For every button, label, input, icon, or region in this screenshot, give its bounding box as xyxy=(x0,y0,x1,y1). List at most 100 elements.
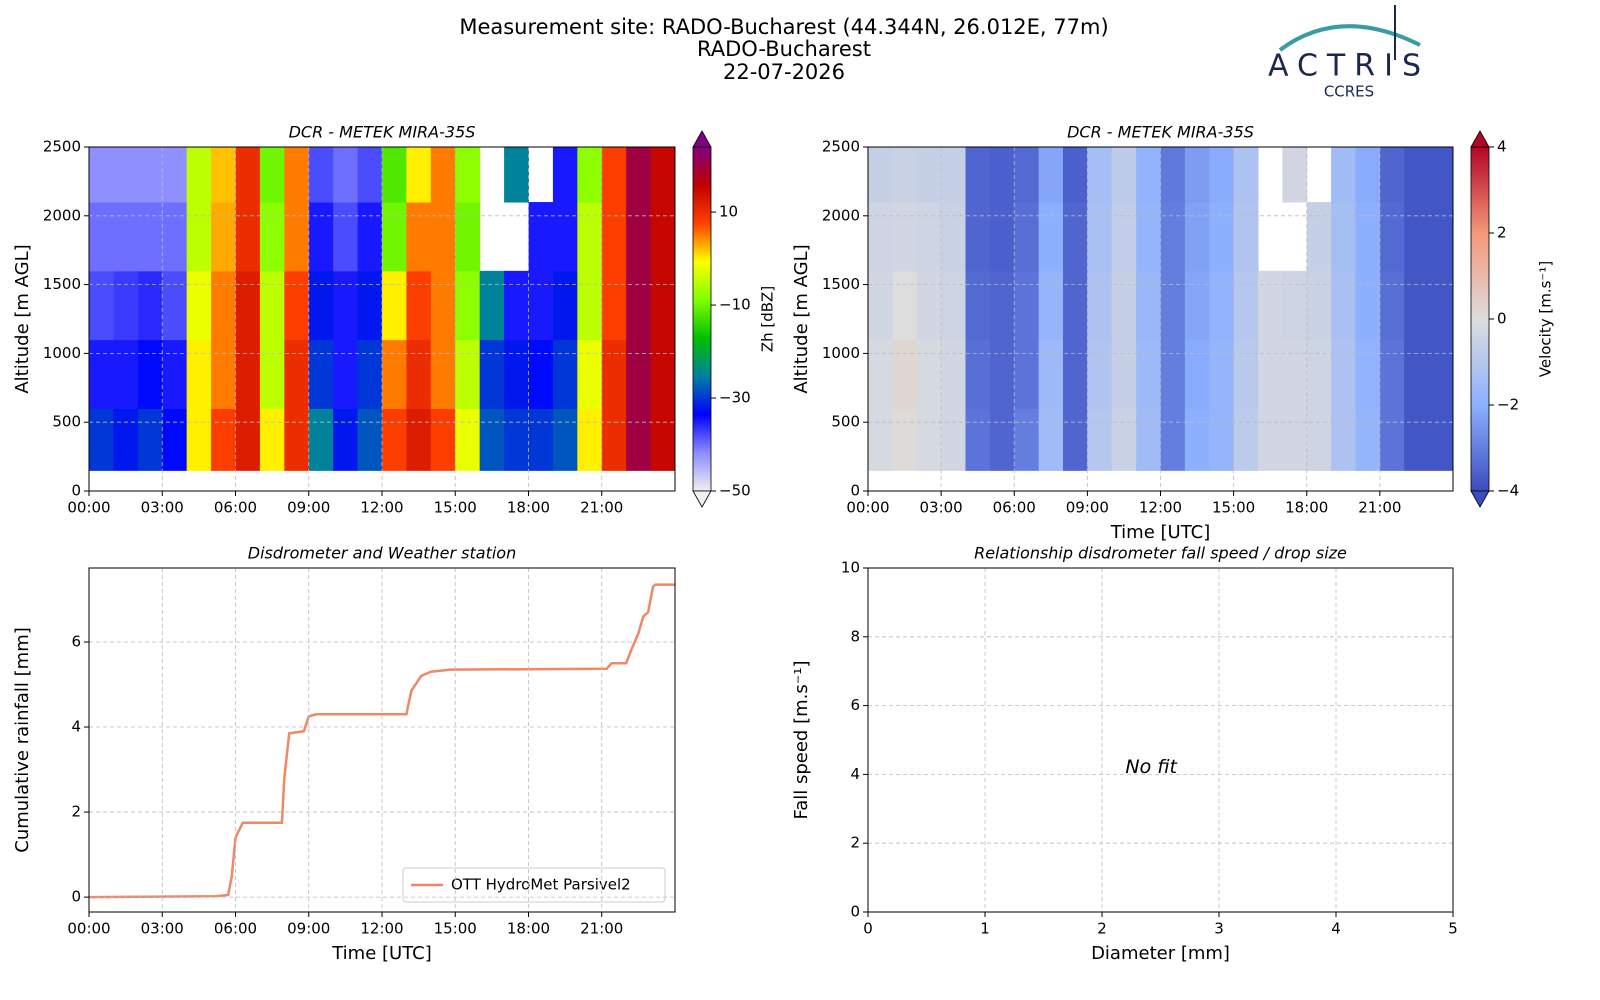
heat-cell xyxy=(259,202,285,272)
y-tick-label: 0 xyxy=(850,482,860,500)
heat-cell xyxy=(577,408,603,471)
colorbar-tick-label: −10 xyxy=(719,296,751,314)
line xyxy=(88,583,675,899)
x-tick-label: 06:00 xyxy=(214,920,257,938)
heat-cell xyxy=(1209,270,1235,341)
heat-cell xyxy=(284,339,310,409)
y-tick-label: 4 xyxy=(850,765,860,783)
heat-cell xyxy=(430,202,456,272)
heat-cell xyxy=(1111,270,1137,341)
heat-cell xyxy=(1306,408,1332,471)
heat-cell xyxy=(333,339,359,409)
heat-cell xyxy=(989,202,1015,272)
colorbar-label: Velocity [m.s⁻¹] xyxy=(1537,261,1555,377)
heat-cell xyxy=(259,339,285,409)
heat-cell xyxy=(1111,202,1137,272)
heat-cell xyxy=(1282,408,1308,471)
heat-cell xyxy=(1306,339,1332,409)
heat-cell xyxy=(186,270,212,341)
x-tick-label: 12:00 xyxy=(360,499,403,517)
colorbar-tick-label: −4 xyxy=(1497,482,1519,500)
heat-cell xyxy=(186,147,212,203)
heat-cell xyxy=(1258,408,1283,471)
heat-cell xyxy=(430,147,456,203)
y-axis-label: Fall speed [m.s⁻¹] xyxy=(791,661,812,820)
heat-cell xyxy=(1331,408,1356,471)
x-axis-label: Time [UTC] xyxy=(1110,522,1211,543)
heat-cell xyxy=(1233,408,1259,471)
heat-cell xyxy=(113,202,139,272)
x-tick-label: 5 xyxy=(1448,920,1458,938)
heat-cell xyxy=(1111,339,1137,409)
heat-cell xyxy=(308,408,334,471)
heat-cell xyxy=(916,270,942,341)
heat-cell xyxy=(528,408,554,471)
heat-cell xyxy=(333,408,359,471)
heat-cell xyxy=(406,339,432,409)
heat-cell xyxy=(284,270,310,341)
colorbar-tick-label: 4 xyxy=(1497,138,1507,156)
heat-cell xyxy=(1087,202,1113,272)
heat-cell xyxy=(162,147,188,203)
heat-cell xyxy=(1136,202,1161,272)
heat-cell xyxy=(382,202,407,272)
heat-cell xyxy=(382,147,407,203)
heat-cell xyxy=(941,147,966,203)
heat-cell xyxy=(1404,270,1430,341)
logo-arc xyxy=(1278,24,1421,52)
heat-cell xyxy=(137,147,163,203)
y-tick-label: 0 xyxy=(850,903,860,921)
heat-cell xyxy=(284,408,310,471)
heat-cell xyxy=(382,339,407,409)
heat-cell xyxy=(1184,408,1210,471)
heat-cell xyxy=(137,270,163,341)
heat-cell xyxy=(284,202,310,272)
legend-box xyxy=(402,867,666,903)
heat-cell xyxy=(1258,339,1283,409)
x-tick-label: 09:00 xyxy=(287,920,330,938)
y-tick-label: 1500 xyxy=(822,275,860,293)
colorbar-tick-label: −30 xyxy=(719,389,751,407)
y-axis-label: Altitude [m AGL] xyxy=(12,244,33,393)
plot-area xyxy=(868,568,1453,912)
colorbar-tick-label: 10 xyxy=(719,203,738,221)
heat-cell xyxy=(89,147,114,203)
heat-cell xyxy=(892,270,918,341)
heat-cell xyxy=(430,408,456,471)
heat-cell xyxy=(989,270,1015,341)
heat-cell xyxy=(1111,147,1137,203)
heat-cell xyxy=(1404,202,1430,272)
colorbar xyxy=(1470,146,1490,492)
heat-cell xyxy=(1014,408,1040,471)
heat-cell xyxy=(1038,202,1064,272)
heat-cell xyxy=(528,202,554,272)
plot-frame xyxy=(867,567,1454,913)
heat-cell xyxy=(259,147,285,203)
heat-cell xyxy=(406,270,432,341)
x-tick-label: 18:00 xyxy=(507,920,550,938)
heat-cell xyxy=(1428,339,1454,409)
heat-cell xyxy=(89,202,114,272)
heat-cell xyxy=(308,202,334,272)
heat-cell xyxy=(1258,270,1283,341)
y-tick-label: 500 xyxy=(831,413,860,431)
heat-cell xyxy=(965,147,991,203)
panel-title: Disdrometer and Weather station xyxy=(248,544,516,563)
heat-cell xyxy=(1160,147,1186,203)
panel: Disdrometer and Weather station OTT Hydro… xyxy=(12,544,676,964)
colorbar-tick-label: −2 xyxy=(1497,396,1519,414)
heat-cell xyxy=(626,202,652,272)
heat-cell xyxy=(1355,339,1381,409)
heat-cell xyxy=(892,202,918,272)
heat-cell xyxy=(868,408,893,471)
heat-cell xyxy=(357,339,383,409)
heat-cell xyxy=(916,147,942,203)
heat-cell xyxy=(1136,270,1161,341)
x-axis-label: Time [UTC] xyxy=(331,943,432,964)
heat-cell xyxy=(430,339,456,409)
heat-cell xyxy=(455,270,481,341)
y-axis-label: Altitude [m AGL] xyxy=(791,244,812,393)
y-tick-label: 1500 xyxy=(43,275,81,293)
